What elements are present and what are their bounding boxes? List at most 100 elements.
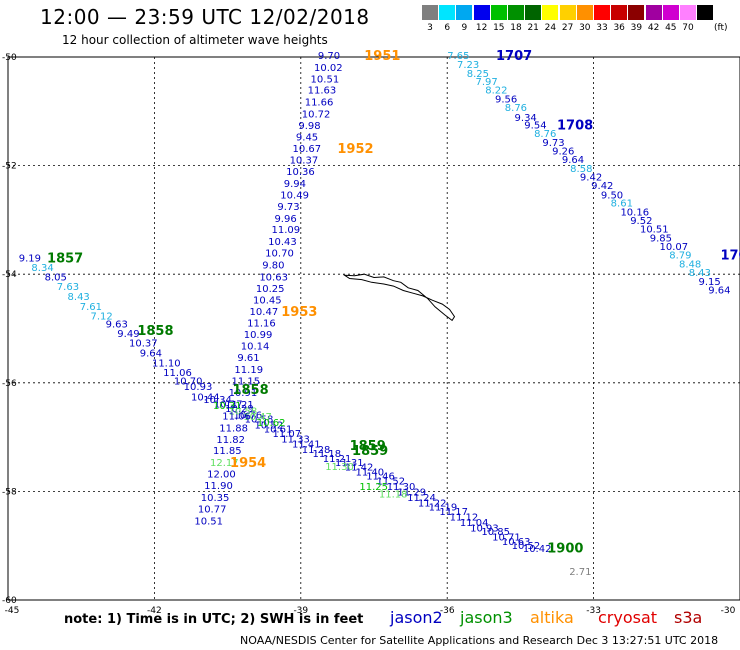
lat-tick-label: -58 [2,487,17,497]
wave-height-label: 10.91 [229,388,258,399]
sat-cryosat: cryosat [598,608,658,627]
legend-label: 24 [544,23,557,33]
footer-note: note: 1) Time is in UTC; 2) SWH is in fe… [64,612,364,627]
lon-tick-label: -36 [440,606,455,616]
lat-tick-label: -54 [2,270,17,280]
wave-height-label: 11.21 [323,454,352,465]
legend-label: 36 [613,23,625,33]
credit-line: NOAA/NESDIS Center for Satellite Applica… [240,634,719,647]
wave-height-label: 8.43 [68,292,90,303]
wave-height-label: 11.19 [429,503,458,514]
wave-height-label: 11.19 [234,365,263,376]
lat-tick-label: -60 [2,596,17,606]
wave-height-label: 11.10 [152,358,181,369]
wave-height-label: 7.63 [57,282,79,293]
legend-label: 9 [461,23,468,33]
wave-height-label: 9.19 [19,253,41,264]
track-time-label: 1951 [364,49,400,64]
track-time-label: 1858 [232,383,268,398]
wave-height-label: 11.07 [272,429,301,440]
legend-swatch [525,5,542,20]
legend-label: 12 [475,23,488,33]
wave-height-label: 9.50 [601,190,623,201]
wave-height-label: 10.47 [250,307,279,318]
legend-swatch [508,5,524,20]
wave-height-label: 11.85 [213,446,242,457]
wave-height-label: 8.22 [485,86,507,97]
wave-height-label: 12.17 [210,458,239,469]
wave-height-label: 10.37 [290,156,319,167]
legend-swatch [439,5,456,20]
wave-height-label: 9.73 [277,202,299,213]
wave-height-label: 11.29 [397,487,426,498]
wave-height-label: 11.25 [359,482,388,493]
wave-height-label: 12.00 [207,470,236,481]
wave-height-label: 10.99 [244,330,273,341]
wave-height-label: 7.61 [80,302,102,313]
wave-height-label: 7.12 [90,312,112,323]
track-time-label: 1858 [137,324,173,339]
wave-height-label: 9.52 [630,216,652,227]
wave-height-label: 11.40 [355,467,384,478]
wave-height-label: 11.22 [418,498,447,509]
wave-height-label: 9.54 [524,120,546,131]
lat-tick-label: -50 [2,53,17,63]
legend-label: 3 [427,23,433,33]
track-time-label: 1707 [496,49,532,64]
wave-height-label: 8.43 [689,268,711,279]
track-time-label: 1900 [547,541,583,556]
legend-swatch [628,5,645,20]
sat-jason2: jason2 [390,608,443,627]
wave-height-label: 9.96 [274,214,296,225]
wave-height-label: 10.61 [264,424,293,435]
wave-height-label: 10.76 [233,410,262,421]
wave-height-label: 11.09 [272,225,301,236]
wave-height-label: 10.34 [203,395,232,406]
wave-height-label: 11.46 [366,472,395,483]
lat-tick-label: -56 [2,379,17,389]
wave-height-label: 10.31 [213,401,242,412]
wave-height-label: 10.52 [512,541,541,552]
wave-height-label: 11.06 [163,368,192,379]
wave-height-label: 10.62 [257,418,286,429]
legend-swatch [456,5,473,20]
legend-label: 6 [444,23,451,33]
legend-label: 33 [596,23,608,33]
wave-height-label: 10.42 [523,544,552,555]
wave-height-label: 11.24 [407,493,436,504]
wave-height-label: 10.63 [502,537,531,548]
legend-unit: (ft) [714,23,728,33]
wave-height-label: 11.04 [460,518,489,529]
wave-height-label: 10.37 [129,339,158,350]
wave-height-label: 11.06 [222,411,251,422]
track-time-label: 1857 [47,251,83,266]
legend-swatch [594,5,610,20]
wave-height-label: 8.25 [467,69,489,80]
legend-label: 39 [630,23,643,33]
map-subtitle: 12 hour collection of altimeter wave hei… [62,33,328,47]
wave-height-label: 9.64 [708,285,730,296]
wave-height-label: 8.76 [534,129,556,140]
track-time-label: 1859 [350,439,386,454]
track-time-label: 1953 [281,305,317,320]
wave-height-label: 7.65 [447,51,469,62]
sat-s3a: s3a [674,608,703,627]
wave-height-label: 10.02 [314,63,343,74]
lon-tick-label: -33 [586,606,601,616]
wave-height-label: 9.98 [298,121,320,132]
wave-height-label: 10.58 [245,415,274,426]
wave-height-label: 9.26 [552,146,574,157]
wave-height-label: 11.30 [387,482,416,493]
wave-height-label: 11.18 [313,449,342,460]
wave-height-label: 10.43 [268,237,297,248]
lat-tick-label: -52 [2,162,17,172]
wave-height-label: 10.29 [225,404,254,415]
wave-height-label: 10.52 [254,421,283,432]
wave-height-label: 10.71 [492,533,521,544]
wave-height-label: 10.36 [286,167,315,178]
wave-height-label: 9.85 [650,233,672,244]
wave-height-label: 10.93 [470,523,499,534]
wave-height-label: 9.73 [542,138,564,149]
lon-tick-label: -45 [5,606,20,616]
wave-height-label: 9.42 [580,173,602,184]
